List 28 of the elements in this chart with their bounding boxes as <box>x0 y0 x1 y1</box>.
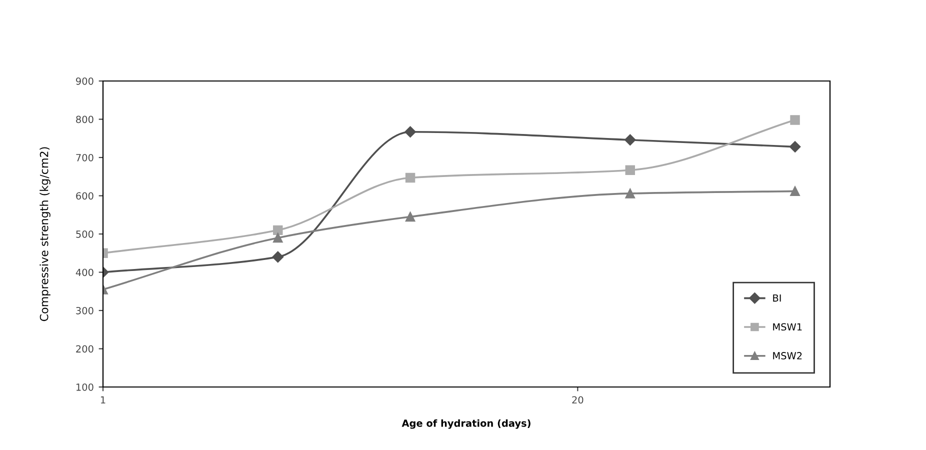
y-tick-label: 700 <box>76 154 94 162</box>
y-axis-title: Compressive strength (kg/cm2) <box>40 147 50 322</box>
point <box>790 186 800 196</box>
x-tick-label: 1 <box>100 396 106 404</box>
y-tick-label: 100 <box>76 383 94 391</box>
legend-label: MSW1 <box>773 323 802 331</box>
point <box>624 134 636 146</box>
y-tick-label: 300 <box>76 306 94 314</box>
y-tick-label: 500 <box>76 230 94 238</box>
x-axis-title: Age of hydration (days) <box>402 419 530 429</box>
point <box>625 188 635 198</box>
y-tick-label: 200 <box>76 345 94 353</box>
point <box>273 232 283 243</box>
legend-label: MSW2 <box>773 352 802 360</box>
legend-label: BI <box>773 294 781 302</box>
point <box>405 212 416 222</box>
point <box>789 141 801 152</box>
point <box>404 126 416 138</box>
y-tick-label: 800 <box>76 116 94 124</box>
y-tick-label: 400 <box>76 268 94 276</box>
x-tick-label: 20 <box>572 396 584 404</box>
point <box>405 172 416 183</box>
point <box>625 165 635 175</box>
point <box>790 115 800 125</box>
y-tick-label: 900 <box>76 77 94 85</box>
y-tick-label: 600 <box>76 192 94 200</box>
point <box>273 225 283 236</box>
point <box>272 251 284 263</box>
